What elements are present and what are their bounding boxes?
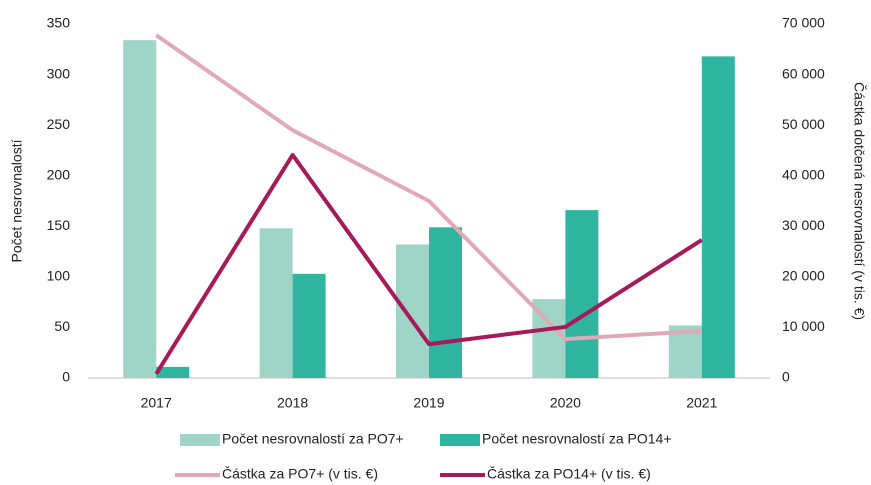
legend-label: Částka za PO14+ (v tis. €) bbox=[487, 466, 651, 482]
y-tick-label: 200 bbox=[47, 166, 71, 182]
legend-label: Počet nesrovnalostí za PO14+ bbox=[482, 431, 672, 447]
y-tick-label: 350 bbox=[47, 15, 71, 31]
x-tick-label: 2017 bbox=[141, 395, 172, 411]
x-tick-label: 2021 bbox=[686, 395, 717, 411]
legend-label: Počet nesrovnalostí za PO7+ bbox=[222, 431, 404, 447]
y2-tick-label: 70 000 bbox=[782, 15, 825, 31]
line bbox=[155, 33, 702, 342]
legend-swatch bbox=[440, 434, 480, 446]
bar bbox=[123, 40, 157, 378]
y-tick-label: 0 bbox=[62, 369, 70, 385]
y2-tick-label: 0 bbox=[782, 369, 790, 385]
line bbox=[154, 152, 703, 376]
bar bbox=[156, 366, 190, 378]
y-tick-label: 100 bbox=[47, 268, 71, 284]
y2-tick-label: 50 000 bbox=[782, 116, 825, 132]
y2-axis-label: Částka dotčená nesrovnalostí (v tis. €) bbox=[851, 82, 867, 320]
y-tick-label: 150 bbox=[47, 217, 71, 233]
y-tick-label: 50 bbox=[54, 318, 70, 334]
x-tick-label: 2018 bbox=[277, 395, 308, 411]
y-axis-label: Počet nesrovnalostí bbox=[9, 139, 25, 262]
y-tick-label: 250 bbox=[47, 116, 71, 132]
legend-label: Částka za PO7+ (v tis. €) bbox=[222, 466, 378, 482]
y-tick-label: 300 bbox=[47, 65, 71, 81]
bar bbox=[429, 227, 462, 378]
x-tick-label: 2020 bbox=[550, 395, 581, 411]
bar bbox=[292, 273, 326, 378]
y2-tick-label: 40 000 bbox=[782, 166, 825, 182]
y2-tick-label: 20 000 bbox=[782, 268, 825, 284]
bar bbox=[259, 228, 293, 378]
y2-tick-label: 10 000 bbox=[782, 318, 825, 334]
bar bbox=[565, 210, 599, 378]
bar bbox=[701, 56, 735, 378]
y2-tick-label: 30 000 bbox=[782, 217, 825, 233]
bar bbox=[396, 244, 429, 378]
y2-tick-label: 60 000 bbox=[782, 65, 825, 81]
x-tick-label: 2019 bbox=[413, 395, 444, 411]
legend-swatch bbox=[180, 434, 220, 446]
